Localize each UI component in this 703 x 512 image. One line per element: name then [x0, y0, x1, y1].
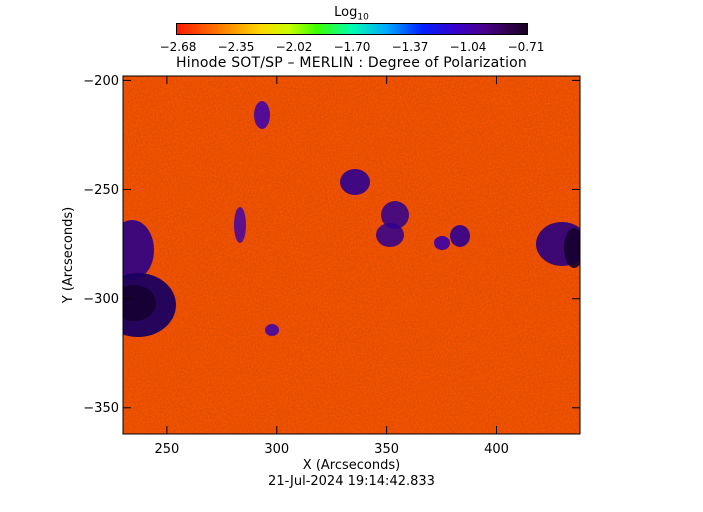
pore [434, 236, 450, 250]
plot-title: Hinode SOT/SP – MERLIN : Degree of Polar… [176, 55, 527, 71]
colorbar-tick-label: −1.04 [449, 40, 487, 54]
colorbar-tick-label: −1.37 [391, 40, 429, 54]
pore [254, 101, 270, 129]
y-tick-label: −250 [83, 183, 119, 198]
x-axis-ticks [166, 76, 497, 434]
pore [234, 207, 246, 243]
x-tick-label: 350 [374, 442, 399, 457]
x-axis-label: X (Arcseconds) [303, 458, 400, 473]
y-tick-label: −350 [83, 401, 119, 416]
colorbar-tick-label: −2.68 [159, 40, 197, 54]
y-tick-label: −200 [83, 74, 119, 89]
polarization-image [123, 76, 580, 434]
colorbar-tick-label: −2.35 [217, 40, 255, 54]
sunspot-left-upper [123, 220, 154, 280]
colorbar [176, 23, 528, 35]
x-tick-label: 250 [154, 442, 179, 457]
y-axis-label: Y (Arcseconds) [61, 207, 76, 304]
pore [376, 223, 404, 247]
pore [450, 225, 470, 247]
colorbar-title-text: Log [334, 5, 358, 20]
y-axis-ticks [123, 79, 580, 409]
pore [265, 324, 279, 336]
y-tick-label: −300 [83, 292, 119, 307]
plot-frame [122, 75, 581, 435]
colorbar-tick-label: −0.71 [507, 40, 545, 54]
x-tick-label: 300 [264, 442, 289, 457]
timestamp: 21-Jul-2024 19:14:42.833 [268, 474, 435, 489]
x-tick-label: 400 [484, 442, 509, 457]
colorbar-title: Log10 [0, 5, 703, 23]
colorbar-tick-label: −1.70 [333, 40, 371, 54]
colorbar-tick-label: −2.02 [275, 40, 313, 54]
pore [381, 201, 409, 229]
colorbar-title-subscript: 10 [357, 12, 369, 23]
pore [340, 169, 370, 195]
